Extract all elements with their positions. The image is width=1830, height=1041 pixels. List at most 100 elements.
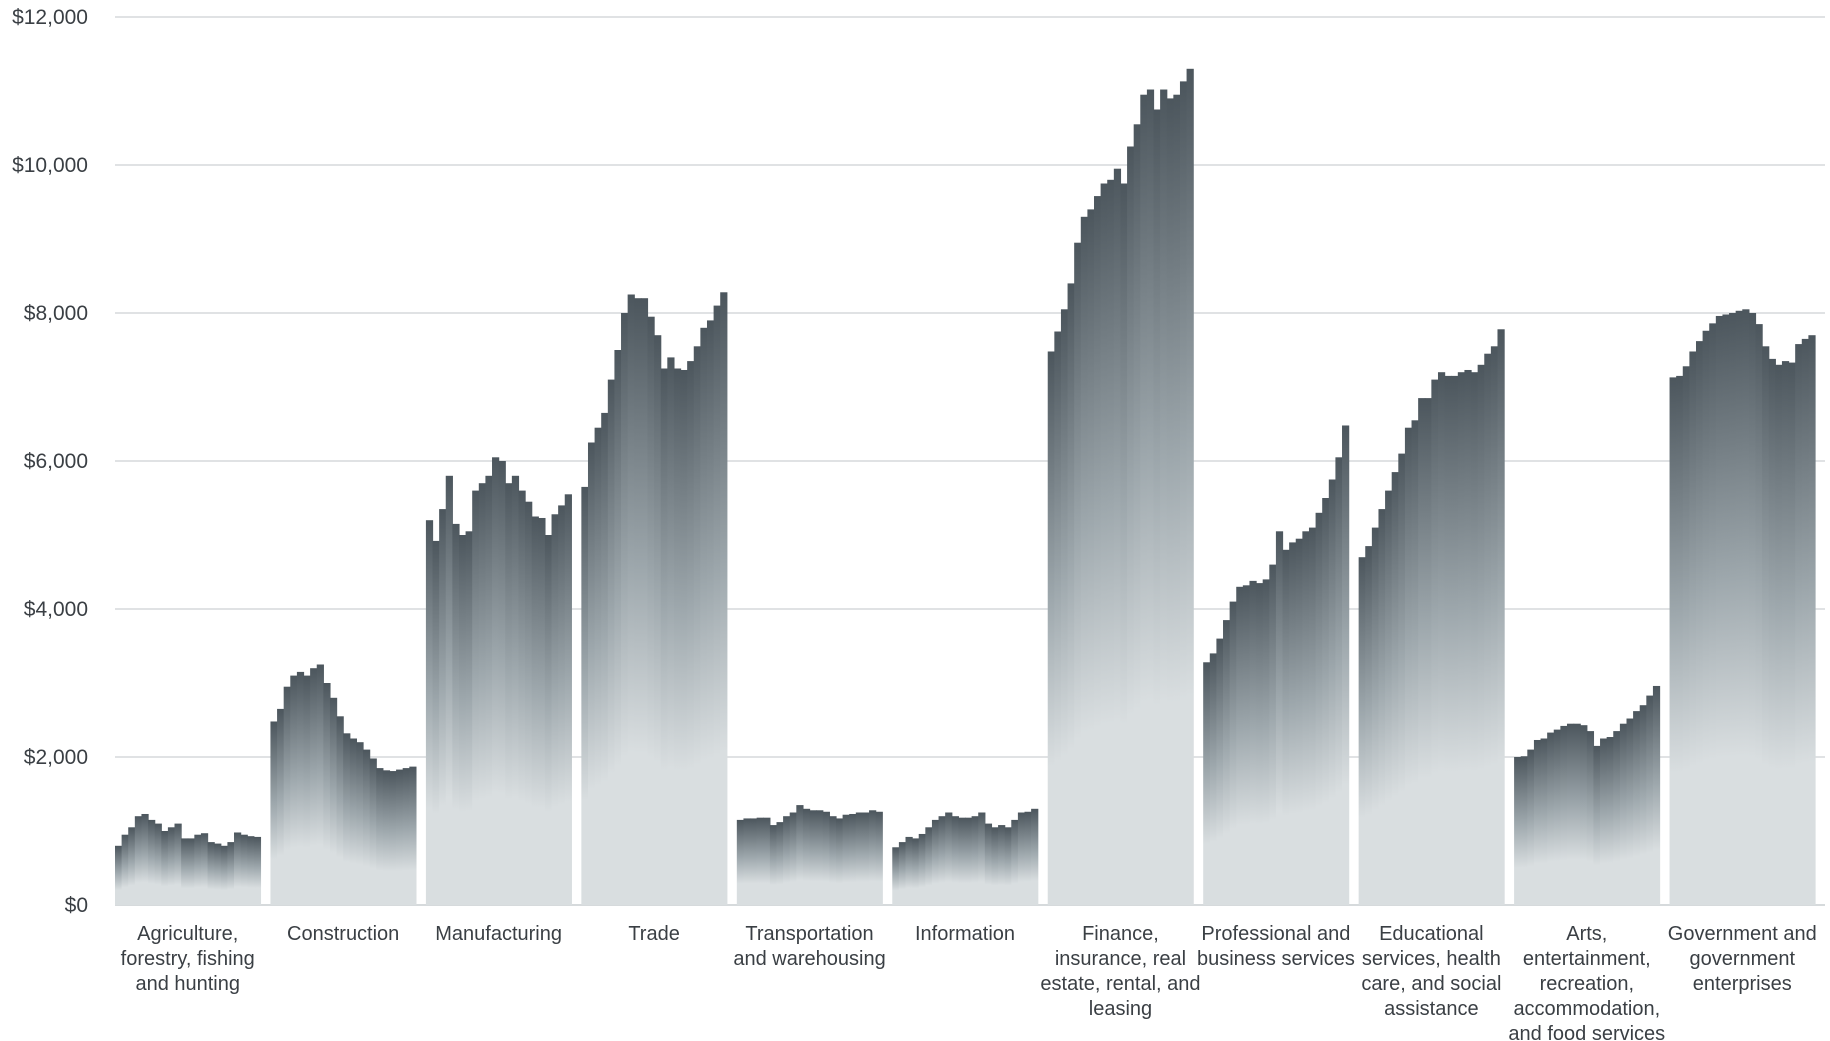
bar	[842, 814, 850, 905]
bar	[1166, 98, 1174, 905]
bar	[181, 838, 189, 905]
bar	[1398, 453, 1406, 905]
bar	[1249, 580, 1257, 905]
bar	[713, 305, 721, 906]
bar	[1457, 372, 1466, 905]
bar	[1451, 375, 1459, 905]
bar	[1775, 364, 1783, 905]
y-tick-label: $12,000	[12, 6, 88, 29]
bar	[382, 770, 391, 905]
category-label: Transportation and warehousing	[733, 923, 885, 970]
y-tick-label: $2,000	[24, 746, 88, 769]
bar	[978, 812, 986, 905]
category-label-line: Information	[915, 923, 1015, 945]
category-label-line: accommodation,	[1513, 998, 1660, 1020]
bar	[283, 686, 291, 905]
bar	[706, 320, 715, 905]
bar	[1742, 309, 1750, 905]
bar	[1633, 711, 1641, 905]
bar	[1646, 695, 1654, 905]
bar	[1404, 427, 1413, 905]
bar	[581, 486, 589, 905]
bar	[323, 683, 331, 905]
bar	[769, 825, 778, 905]
category-label-line: Arts,	[1566, 923, 1607, 945]
bar	[1573, 723, 1581, 905]
bar	[1748, 313, 1757, 905]
category-label-line: Finance,	[1082, 923, 1159, 945]
bar	[1547, 732, 1555, 905]
bar	[465, 531, 473, 905]
bar-group	[736, 805, 883, 905]
bar	[1328, 479, 1337, 905]
bar	[356, 742, 364, 905]
bar	[1229, 601, 1237, 905]
bar	[1067, 283, 1075, 905]
bar	[200, 833, 209, 905]
y-tick-label: $6,000	[24, 450, 88, 473]
category-label: Construction	[287, 923, 399, 945]
bar	[551, 514, 559, 905]
bar	[1133, 124, 1141, 906]
category-label-line: assistance	[1384, 998, 1479, 1020]
bar	[783, 816, 791, 905]
category-label: Information	[915, 923, 1015, 945]
bar	[336, 716, 344, 905]
bar-groups	[115, 68, 1816, 906]
bar-group	[270, 664, 417, 905]
bar	[1619, 723, 1628, 905]
bar	[161, 831, 169, 905]
bar	[918, 833, 926, 905]
bar	[296, 671, 305, 905]
bar	[1308, 527, 1317, 905]
bar	[167, 827, 176, 905]
bar	[310, 668, 318, 905]
y-tick-label: $4,000	[24, 598, 88, 621]
bar	[376, 768, 384, 905]
bar	[409, 766, 417, 905]
category-label-line: entertainment,	[1523, 948, 1651, 970]
bar	[614, 350, 622, 905]
bar	[1120, 183, 1128, 905]
category-label-line: and warehousing	[733, 948, 885, 970]
bar	[1269, 564, 1277, 905]
bar	[1017, 812, 1026, 905]
bar	[991, 827, 999, 905]
bar	[121, 834, 129, 905]
bar	[1223, 620, 1231, 905]
category-label: Professional and business services	[1197, 923, 1355, 970]
bar	[1781, 361, 1790, 906]
bar	[1795, 344, 1803, 906]
bar	[128, 827, 136, 905]
category-label: Finance, insurance, real estate, rental, a…	[1040, 923, 1200, 1020]
bar	[1031, 808, 1039, 905]
bar	[1275, 531, 1284, 905]
bar	[647, 316, 655, 905]
bar	[1179, 81, 1188, 905]
category-label-line: Government and	[1668, 923, 1817, 945]
bar	[1087, 209, 1095, 905]
bar	[1004, 827, 1012, 905]
bar	[1127, 146, 1135, 905]
bar	[492, 457, 500, 905]
bar	[938, 816, 946, 905]
bar-group	[1047, 68, 1194, 906]
category-label: Manufacturing	[435, 923, 562, 945]
bar	[1593, 745, 1601, 905]
bar-group	[1358, 329, 1505, 906]
bar	[789, 812, 797, 905]
bar	[1047, 351, 1055, 906]
bar	[227, 842, 235, 905]
bar	[1209, 653, 1217, 905]
bar	[1060, 309, 1069, 905]
category-label-line: estate, rental, and	[1040, 973, 1200, 995]
bar	[1160, 89, 1168, 905]
bar	[693, 346, 701, 905]
bar	[1113, 168, 1122, 905]
bar	[1755, 324, 1763, 906]
bar	[1768, 358, 1776, 905]
bar	[1371, 527, 1380, 905]
category-label-line: and hunting	[135, 973, 240, 995]
bar	[247, 836, 255, 905]
bar	[1520, 756, 1528, 905]
